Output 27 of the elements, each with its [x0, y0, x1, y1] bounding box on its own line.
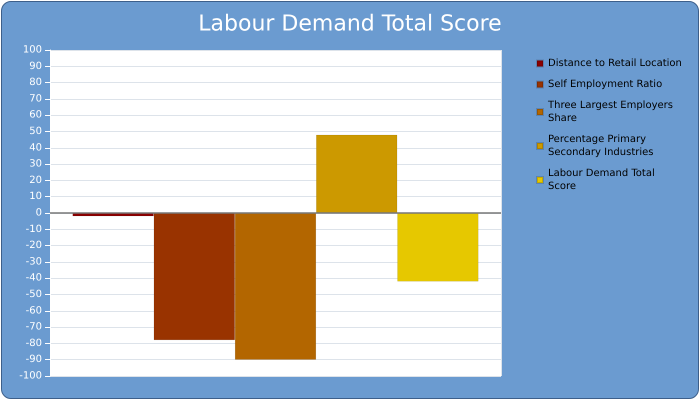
- legend-label: Percentage Primary Secondary Industries: [548, 134, 654, 158]
- y-tick-label: 90: [29, 60, 42, 72]
- y-tick-label: 70: [29, 93, 42, 104]
- y-tick-label: -20: [26, 240, 42, 252]
- y-tick-label: -90: [26, 354, 42, 366]
- legend-label: Self Employment Ratio: [548, 79, 662, 90]
- y-tick-label: -40: [26, 272, 42, 284]
- y-tick-label: -30: [26, 256, 42, 268]
- y-tick-label: -10: [26, 224, 42, 235]
- y-tick-label: -50: [26, 289, 42, 300]
- y-tick-label: -100: [19, 370, 42, 382]
- y-tick-label: 30: [29, 158, 42, 170]
- legend-label: Three Largest Employers Share: [547, 100, 676, 124]
- chart-title: Labour Demand Total Score: [198, 12, 502, 36]
- y-tick-label: -80: [26, 338, 42, 349]
- y-tick-label: 50: [29, 126, 42, 137]
- y-tick-label: 40: [29, 142, 42, 154]
- y-tick-label: -60: [26, 305, 42, 316]
- y-tick-label: 80: [29, 77, 42, 88]
- y-tick-label: 60: [29, 110, 42, 121]
- y-tick-label: 0: [36, 208, 42, 218]
- y-tick-label: 100: [22, 44, 42, 56]
- legend-label: Labour Demand Total Score: [548, 168, 658, 192]
- y-tick-label: -70: [26, 322, 42, 333]
- y-tick-label: 20: [29, 174, 42, 186]
- legend-label: Distance to Retail Location: [548, 58, 682, 69]
- y-tick-label: 10: [29, 191, 42, 202]
